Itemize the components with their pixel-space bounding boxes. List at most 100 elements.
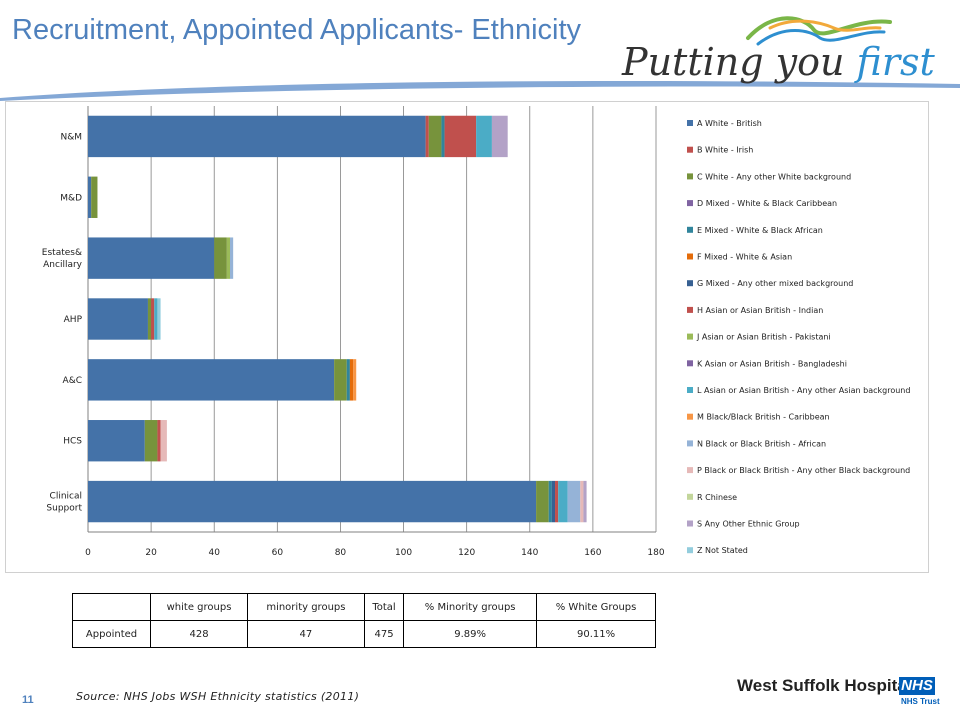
- bar-segment-3-0: [88, 298, 148, 340]
- legend-label-3: D Mixed - White & Black Caribbean: [697, 199, 837, 208]
- legend-label-15: S Any Other Ethnic Group: [697, 520, 800, 529]
- bar-segment-3-16: [157, 298, 161, 340]
- legend-label-13: P Black or Black British - Any other Bla…: [697, 466, 910, 475]
- category-label-6: Clinical Support: [46, 492, 82, 514]
- category-label-5: HCS: [63, 437, 82, 447]
- legend-label-16: Z Not Stated: [697, 546, 748, 555]
- table-row-cell-4: 9.89%: [403, 620, 538, 648]
- bar-segment-3-10: [154, 298, 158, 340]
- bar-segment-0-2: [428, 115, 442, 158]
- bar-segment-6-2: [536, 480, 549, 523]
- x-tick-label-0: 0: [85, 548, 91, 558]
- bar-segment-6-6: [551, 480, 556, 523]
- table-header-row-cell-0: [71, 593, 152, 621]
- table-header-row-cell-4: % Minority groups: [403, 593, 538, 621]
- x-tick-label-2: 40: [208, 548, 220, 558]
- bar-segment-2-0: [88, 237, 215, 279]
- legend-swatch-8: [687, 333, 693, 340]
- legend-label-7: H Asian or Asian British - Indian: [697, 306, 823, 315]
- bar-segment-1-2: [91, 176, 98, 218]
- category-label-1: M&D: [60, 193, 82, 203]
- bar-segment-4-4: [346, 359, 350, 401]
- bar-segment-4-0: [88, 359, 335, 401]
- legend-swatch-16: [687, 547, 693, 554]
- bar-segment-6-12: [567, 480, 581, 523]
- bar-segment-4-2: [334, 359, 347, 401]
- legend-swatch-2: [687, 173, 693, 180]
- source-note: Source: NHS Jobs WSH Ethnicity statistic…: [76, 690, 360, 703]
- table-row-cell-2: 47: [246, 620, 365, 648]
- table-row: Appointed 428 47 475 9.89% 90.11%: [71, 620, 656, 648]
- legend-label-11: M Black/Black British - Caribbean: [697, 413, 830, 422]
- legend-label-9: K Asian or Asian British - Bangladeshi: [697, 359, 847, 368]
- logo-tagline-text: Putting you: [622, 40, 857, 84]
- legend-label-1: B White - Irish: [697, 146, 753, 155]
- legend-swatch-14: [687, 493, 693, 500]
- category-label-4: A&C: [63, 376, 82, 386]
- legend-label-4: E Mixed - White & Black African: [697, 226, 823, 235]
- category-label-3: AHP: [64, 315, 83, 325]
- bar-segment-5-0: [88, 420, 145, 462]
- bar-segment-2-8: [226, 237, 230, 279]
- bar-segment-0-1: [425, 115, 429, 158]
- summary-table-body: white groups minority groups Total% Minori…: [71, 593, 656, 648]
- bar-segment-1-0: [88, 176, 92, 218]
- logo-swirl-icon: [746, 16, 892, 46]
- table-header-row-cell-3: Total: [363, 593, 405, 621]
- x-tick-label-4: 80: [335, 548, 347, 558]
- bar-segment-6-13: [580, 480, 584, 523]
- org-subtitle: NHS Trust: [901, 697, 940, 706]
- legend-label-6: G Mixed - Any other mixed background: [697, 279, 853, 288]
- logo-tagline: Putting you first: [622, 40, 935, 84]
- bar-segment-6-10: [558, 480, 568, 523]
- org-logo: West Suffolk Hospital NHS NHS Trust: [737, 676, 940, 710]
- table-row-cell-5: 90.11%: [536, 620, 656, 648]
- legend-swatch-11: [687, 413, 693, 420]
- x-tick-label-7: 140: [521, 548, 538, 558]
- x-tick-label-3: 60: [272, 548, 284, 558]
- x-tick-label-8: 160: [584, 548, 601, 558]
- bar-segment-6-4: [548, 480, 552, 523]
- bar-segment-6-15: [583, 480, 587, 523]
- legend-swatch-4: [687, 226, 693, 233]
- bar-segment-4-11: [353, 359, 357, 401]
- bar-segment-0-7: [444, 115, 477, 158]
- legend-swatch-10: [687, 387, 693, 393]
- bar-segment-3-7: [151, 298, 155, 340]
- x-tick-label-5: 100: [395, 548, 412, 558]
- bar-segment-5-2: [144, 420, 158, 462]
- legend-swatch-3: [687, 200, 693, 207]
- bar-segment-6-7: [555, 480, 559, 523]
- legend-swatch-9: [687, 360, 693, 367]
- x-tick-label-6: 120: [458, 548, 475, 558]
- logo-tagline-accent: first: [856, 40, 935, 84]
- legend-label-2: C White - Any other White background: [697, 172, 851, 181]
- table-header-row-cell-5: % White Groups: [536, 593, 656, 621]
- bar-segment-0-15: [491, 115, 508, 158]
- legend-swatch-6: [687, 280, 693, 287]
- chart-frame: 0 20 40 60 80 100 120 140 160 180 N&M M&D Estates& An…: [5, 101, 929, 573]
- legend-swatch-5: [687, 253, 693, 260]
- legend-label-0: A White - British: [697, 119, 762, 128]
- x-tick-label-9: 180: [647, 548, 664, 558]
- category-label-0: N&M: [60, 132, 82, 142]
- bar-segment-2-12: [230, 237, 234, 279]
- legend-swatch-7: [687, 306, 693, 313]
- bar-segment-0-10: [476, 115, 492, 158]
- table-row-cell-3: 475: [363, 620, 405, 648]
- bar-segment-2-2: [214, 237, 227, 279]
- bar-segment-5-7: [157, 420, 161, 462]
- bar-segment-6-0: [88, 480, 537, 523]
- page-title: Recruitment, Appointed Applicants- Ethni…: [12, 14, 582, 46]
- page-number: 11: [22, 694, 34, 706]
- legend-swatch-0: [687, 120, 693, 126]
- summary-table: white groups minority groups Total% Minori…: [71, 593, 656, 648]
- legend-swatch-15: [687, 520, 693, 527]
- bar-segment-3-2: [147, 298, 152, 340]
- header-swoosh-decoration: [0, 80, 960, 101]
- legend-swatch-13: [687, 467, 693, 474]
- nhs-badge: NHS: [899, 677, 935, 695]
- legend-swatch-1: [687, 146, 693, 153]
- table-header-row-cell-1: white groups: [150, 593, 248, 621]
- bar-segment-0-4: [441, 115, 445, 158]
